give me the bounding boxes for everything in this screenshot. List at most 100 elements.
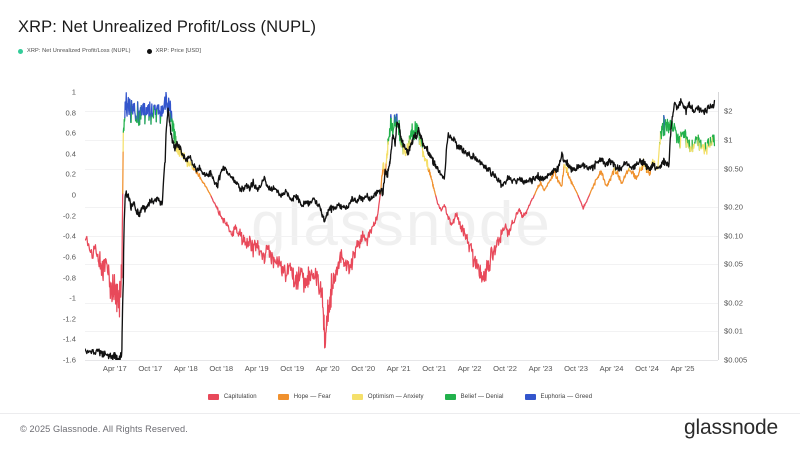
y-axis-left-tick: -0.2 (62, 211, 76, 221)
x-axis-tick: Apr '20 (315, 364, 340, 373)
nupl-segment (691, 142, 696, 153)
nupl-segment (135, 101, 139, 123)
nupl-segment (629, 166, 641, 180)
series-legend-item[interactable]: XRP: Net Unrealized Profit/Loss (NUPL) (18, 48, 131, 54)
zone-legend-item[interactable]: Hope — Fear (277, 394, 331, 400)
zone-swatch-icon (277, 394, 289, 400)
nupl-segment (175, 142, 178, 153)
x-axis-tick: Apr '21 (386, 364, 411, 373)
x-axis-tick: Apr '19 (244, 364, 269, 373)
nupl-segment (655, 141, 661, 170)
gridline (85, 264, 718, 266)
y-axis-right-tick: $1 (724, 135, 733, 145)
gridline (85, 235, 718, 237)
zone-legend-item[interactable]: Belief — Denial (444, 394, 504, 400)
zone-legend-label: Capitulation (223, 394, 257, 400)
page-title: XRP: Net Unrealized Profit/Loss (NUPL) (18, 18, 317, 36)
plot-area: glassnode (85, 92, 719, 361)
y-axis-left-tick: -1.6 (62, 355, 76, 365)
legend-dot-icon (146, 48, 152, 54)
copyright-text: © 2025 Glassnode. All Rights Reserved. (20, 424, 188, 434)
zone-legend-item[interactable]: Euphoria — Greed (524, 394, 593, 400)
zone-swatch-icon (524, 394, 536, 400)
nupl-segment (693, 136, 699, 147)
nupl-segment (563, 163, 568, 173)
y-axis-right-tick: $0.05 (724, 259, 744, 269)
x-axis-tick: Oct '22 (493, 364, 518, 373)
nupl-segment (689, 139, 693, 153)
axis-spine-bottom (85, 360, 718, 361)
y-axis-left-tick: 0.4 (65, 149, 76, 159)
nupl-segment (435, 194, 536, 283)
y-axis-left-tick: -0.4 (62, 231, 76, 241)
nupl-segment (659, 115, 665, 140)
y-axis-right-tick: $0.01 (724, 326, 744, 336)
y-axis-left-tick: -0.6 (62, 252, 76, 262)
nupl-segment (385, 138, 389, 164)
series-legend: XRP: Net Unrealized Profit/Loss (NUPL) XR… (18, 48, 201, 54)
nupl-segment (628, 167, 631, 172)
zone-legend-label: Hope — Fear (293, 394, 331, 400)
zone-legend: Capitulation Hope — Fear Optimism — Anxiet… (0, 394, 800, 400)
y-axis-left-tick: 1 (71, 87, 76, 97)
nupl-segment (639, 166, 642, 171)
y-axis-left-tick: 0 (71, 190, 76, 200)
nupl-segment (680, 129, 687, 148)
nupl-segment (711, 134, 716, 147)
x-axis-tick: Apr '17 (102, 364, 127, 373)
y-axis-left-tick: 0.8 (65, 108, 76, 118)
y-axis-left-tick: 0.6 (65, 128, 76, 138)
x-axis-tick: Apr '25 (670, 364, 695, 373)
nupl-segment (390, 114, 392, 120)
x-axis-tick: Apr '24 (599, 364, 624, 373)
x-axis-tick: Oct '20 (351, 364, 376, 373)
brand-logo: glassnode (684, 416, 778, 439)
nupl-segment (160, 92, 172, 122)
y-axis-left-tick: -1.4 (62, 334, 76, 344)
nupl-segment (122, 116, 126, 133)
nupl-segment (85, 192, 124, 318)
y-axis-right-tick: $0.02 (724, 298, 744, 307)
y-axis-left-tick: -0.8 (62, 273, 76, 283)
series-legend-item[interactable]: XRP: Price [USD] (146, 48, 202, 54)
x-axis-tick: Apr '22 (457, 364, 482, 373)
zone-legend-label: Belief — Denial (460, 394, 504, 400)
gridline (85, 302, 718, 304)
y-axis-right-tick: $0.20 (724, 202, 744, 212)
series-legend-label: XRP: Price [USD] (155, 48, 202, 54)
zone-legend-item[interactable]: Optimism — Anxiety (351, 394, 424, 400)
zone-legend-label: Euphoria — Greed (540, 394, 593, 400)
nupl-segment (589, 167, 615, 195)
x-axis-tick: Oct '18 (209, 364, 234, 373)
nupl-segment (679, 131, 682, 149)
gridline (85, 111, 718, 113)
y-axis-left-tick: -1.2 (62, 314, 76, 324)
nupl-segment (210, 193, 382, 349)
y-axis-left-tick: -1 (69, 293, 76, 303)
nupl-segment (533, 163, 565, 196)
nupl-segment (171, 118, 177, 145)
nupl-segment (567, 172, 579, 197)
y-axis-right-tick: $0.50 (724, 164, 744, 174)
gridline (85, 331, 718, 333)
zone-legend-item[interactable]: Capitulation (207, 394, 257, 400)
nupl-segment (711, 135, 714, 146)
nupl-segment (699, 139, 702, 150)
zone-legend-label: Optimism — Anxiety (367, 394, 424, 400)
nupl-segment (428, 169, 437, 197)
nupl-segment (706, 138, 710, 148)
nupl-segment (395, 113, 398, 125)
axis-spine-right (718, 92, 719, 360)
nupl-segment (647, 168, 652, 176)
x-axis-tick: Oct '17 (138, 364, 163, 373)
nupl-segment (144, 104, 150, 121)
x-axis-tick: Apr '18 (173, 364, 198, 373)
nupl-segment (124, 92, 132, 123)
nupl-segment (614, 167, 630, 184)
nupl-segment (195, 171, 212, 197)
nupl-segment (421, 147, 429, 171)
nupl-segment (136, 101, 140, 124)
y-axis-left: 1 0.8 0.6 0.4 0.2 0 -0.2 -0.4 -0.6 -0.8 -1 -1.2 -1.4… (0, 88, 80, 365)
y-axis-right: $2 $1 $0.50 $0.20 $0.10 $0.05 $0.02 $0.01 $0.005 (724, 92, 796, 365)
nupl-segment (577, 193, 591, 210)
